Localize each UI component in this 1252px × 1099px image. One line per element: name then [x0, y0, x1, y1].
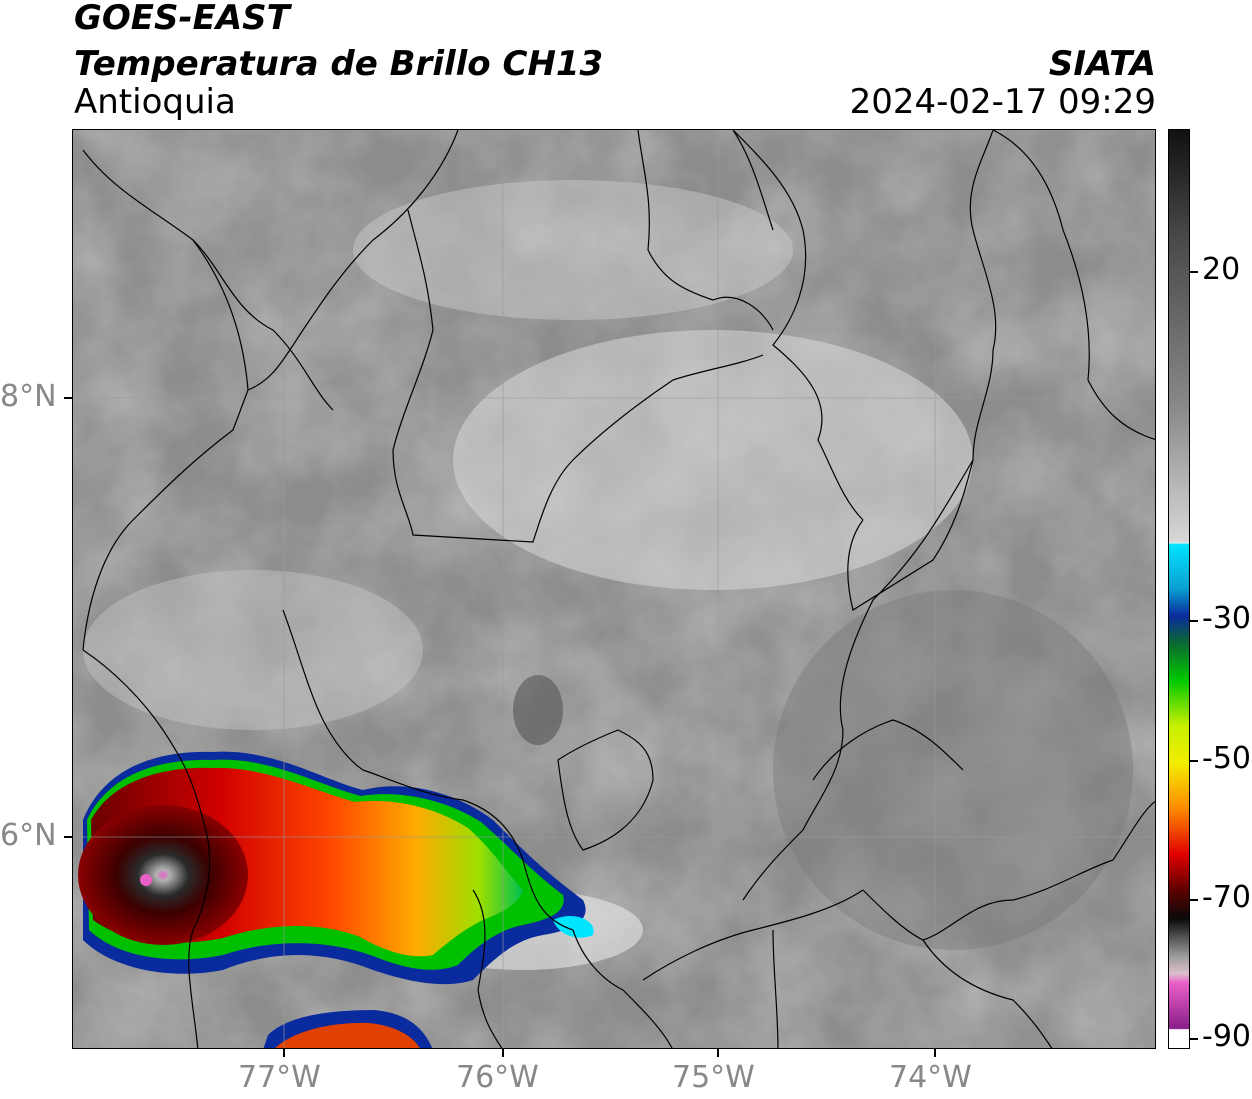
- colorbar-label: -50: [1202, 741, 1251, 776]
- colorbar-label: -90: [1202, 1019, 1251, 1054]
- x-tick: [283, 1049, 285, 1057]
- product-title: Temperatura de Brillo CH13: [74, 44, 604, 84]
- cloud-band-west: [83, 570, 423, 730]
- colorbar-tick: [1190, 899, 1198, 901]
- boundaries: [82, 130, 1155, 1048]
- colorbar-gradient: [1169, 130, 1189, 1047]
- map-image: [73, 130, 1155, 1048]
- x-tick-label: 77°W: [238, 1060, 321, 1095]
- colorbar: [1168, 129, 1190, 1049]
- colorbar-label: -30: [1202, 601, 1251, 636]
- organization-label: SIATA: [1048, 44, 1156, 84]
- colorbar-label: 20: [1202, 252, 1241, 287]
- dark-spot: [513, 675, 563, 745]
- x-tick-label: 75°W: [672, 1060, 755, 1095]
- cloud-band-central: [453, 330, 973, 590]
- colorbar-tick: [1190, 760, 1198, 762]
- storm-peak: [140, 874, 152, 886]
- x-tick: [717, 1049, 719, 1057]
- colorbar-label: -70: [1202, 880, 1251, 915]
- satellite-title: GOES-EAST: [74, 0, 290, 38]
- x-tick: [502, 1049, 504, 1057]
- colorbar-tick: [1190, 271, 1198, 273]
- y-tick-label: 6°N: [0, 818, 57, 853]
- colorbar-tick: [1190, 1038, 1198, 1040]
- x-tick: [934, 1049, 936, 1057]
- region-title: Antioquia: [74, 82, 236, 122]
- y-tick-label: 8°N: [0, 379, 57, 414]
- storm-core: [78, 805, 248, 945]
- storm-edge-cyan: [553, 915, 594, 938]
- x-tick-label: 76°W: [456, 1060, 539, 1095]
- y-tick: [64, 397, 72, 399]
- timestamp: 2024-02-17 09:29: [849, 82, 1156, 122]
- cloud-band-north: [353, 180, 793, 320]
- dry-area-east: [773, 590, 1133, 950]
- satellite-map: [72, 129, 1156, 1049]
- y-tick: [64, 836, 72, 838]
- x-tick-label: 74°W: [889, 1060, 972, 1095]
- colorbar-tick: [1190, 620, 1198, 622]
- grid-lines: [73, 130, 1155, 1048]
- storm-south-red: [275, 1022, 420, 1048]
